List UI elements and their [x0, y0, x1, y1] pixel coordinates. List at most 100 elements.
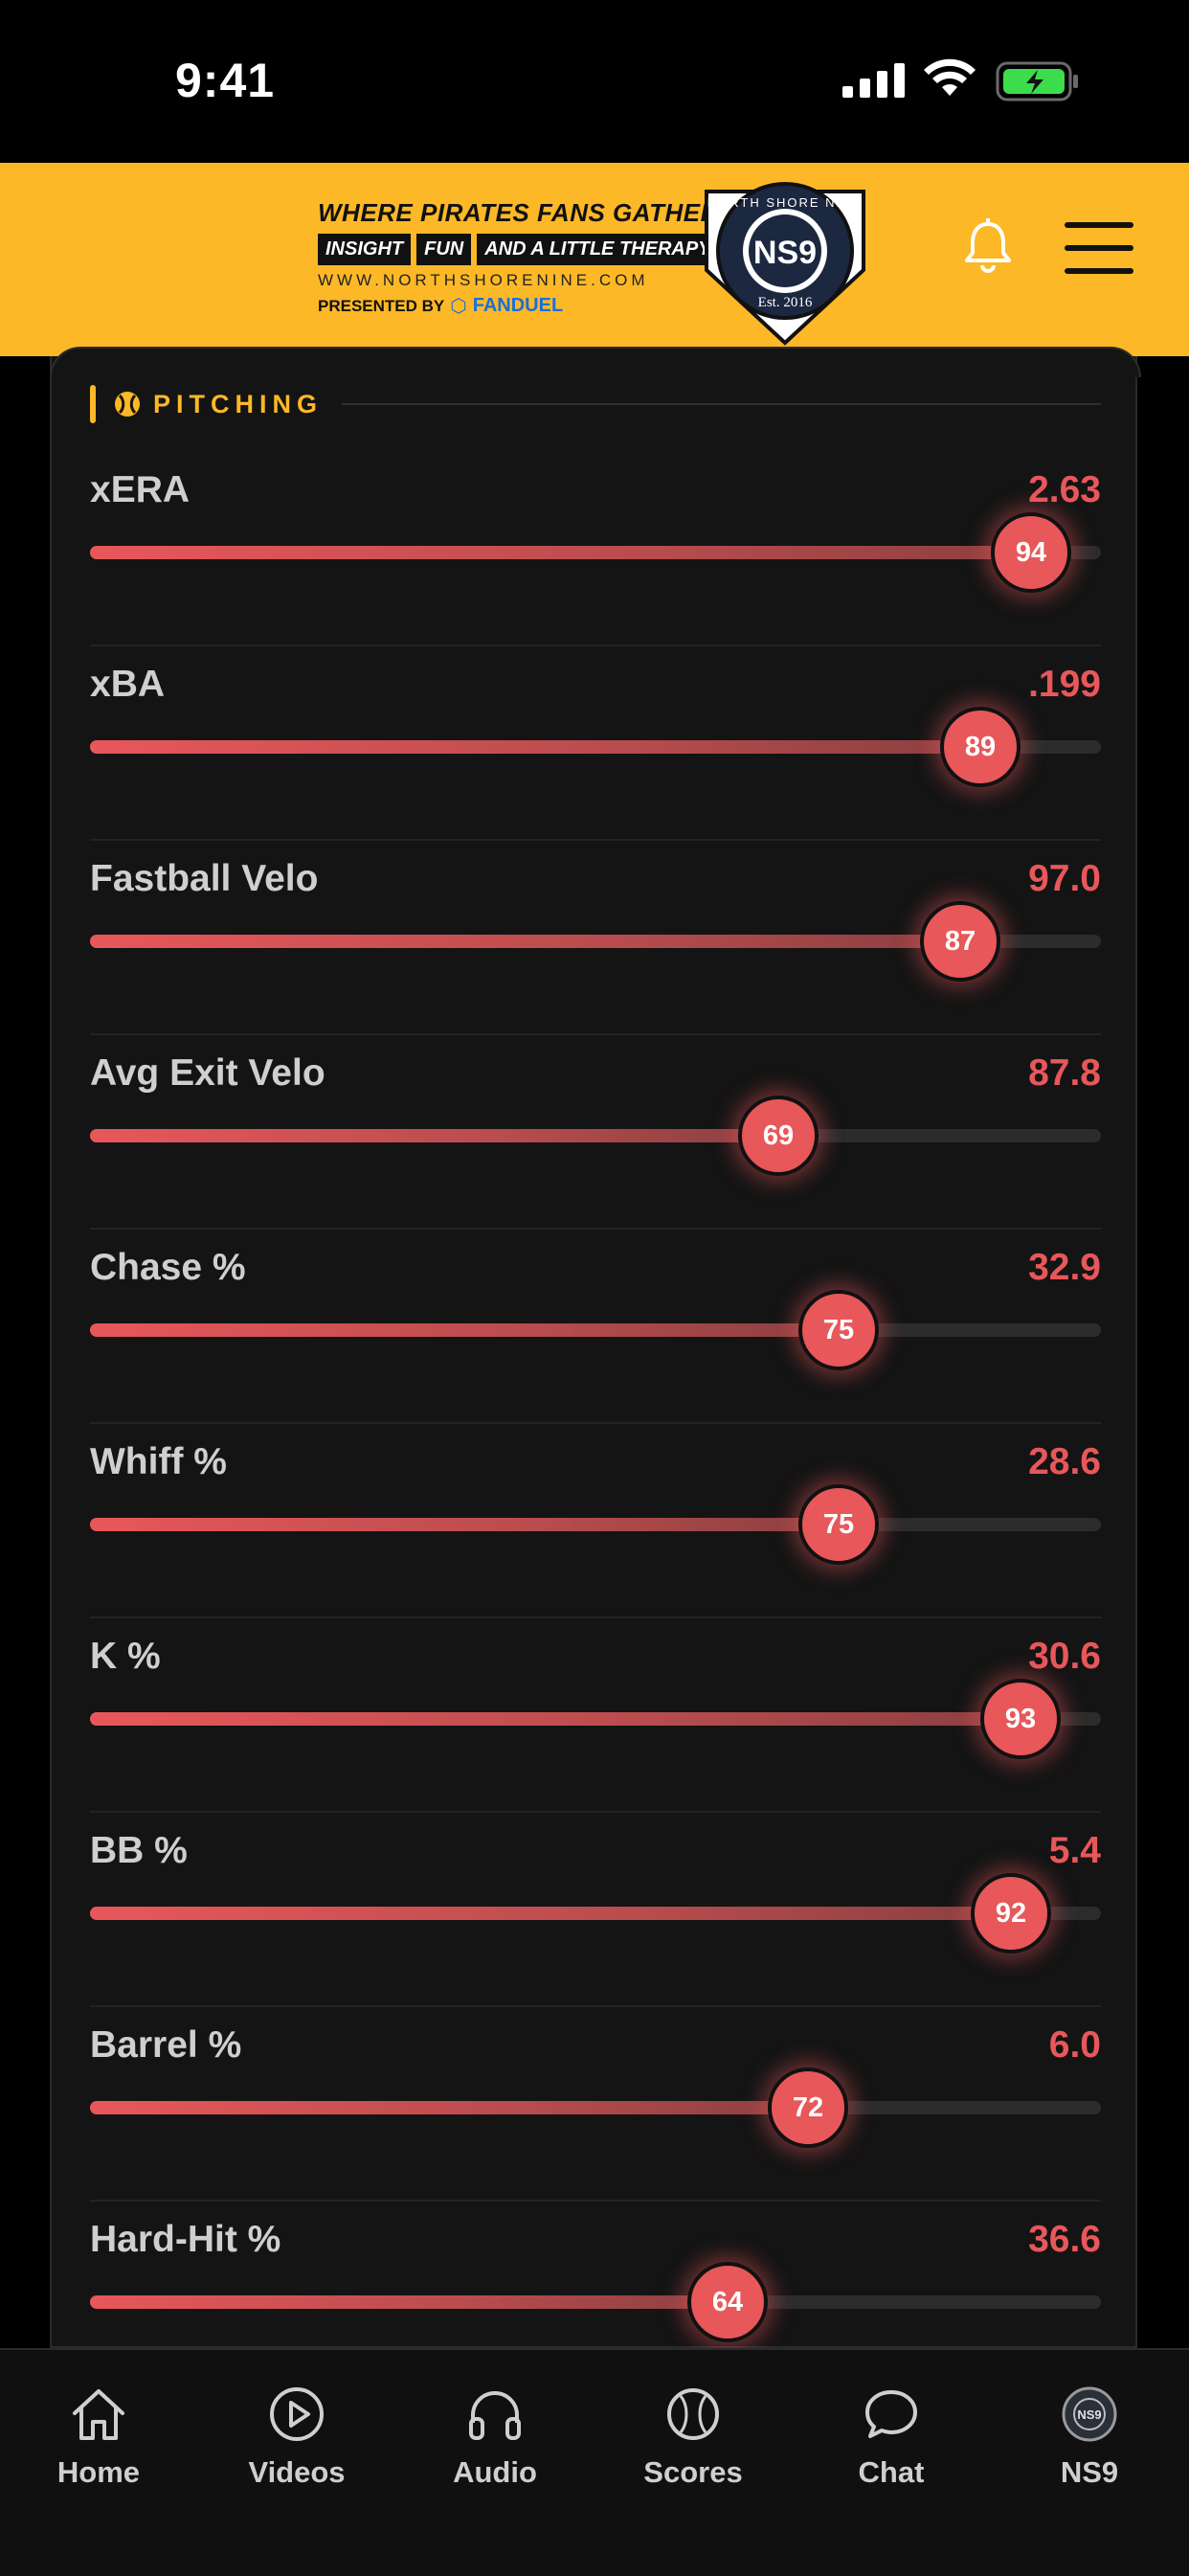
chat-icon — [865, 2390, 917, 2438]
stat-row: Hard-Hit % 36.6 64 — [90, 2202, 1101, 2396]
percentile-fill — [90, 1323, 839, 1337]
row-divider — [90, 839, 1101, 841]
percentile-fill — [90, 740, 980, 754]
ns9-logo-icon: NS9 — [1062, 2386, 1117, 2442]
stat-value: 2.63 — [1028, 469, 1101, 510]
stat-row: BB % 5.4 92 — [90, 1813, 1101, 2007]
stat-label: xBA — [90, 664, 166, 705]
percentile-badge[interactable]: 94 — [991, 512, 1071, 593]
percentile-badge[interactable]: 75 — [798, 1484, 879, 1565]
stat-value: 32.9 — [1028, 1247, 1101, 1288]
percentile-fill — [90, 546, 1031, 559]
stat-label: BB % — [90, 1830, 188, 1871]
percentile-badge[interactable]: 92 — [971, 1873, 1051, 1954]
brand-logo[interactable]: WHERE PIRATES FANS GATHER FOR INSIGHT FU… — [318, 198, 780, 318]
section-title: PITCHING — [153, 389, 324, 418]
row-divider — [90, 1033, 1101, 1035]
stat-value: 6.0 — [1048, 2024, 1101, 2066]
brand-pill-fun: FUN — [416, 234, 472, 265]
percentile-badge[interactable]: 89 — [940, 707, 1021, 787]
cellular-signal-icon — [842, 63, 905, 98]
brand-pill-therapy: AND A LITTLE THERAPY — [477, 234, 719, 265]
row-divider — [90, 644, 1101, 646]
stat-value: 30.6 — [1028, 1636, 1101, 1677]
pitching-card: PITCHING xERA 2.63 94 xBA .199 89 Fastball Vel… — [50, 347, 1141, 2348]
stat-label: Avg Exit Velo — [90, 1052, 325, 1094]
percentile-fill — [90, 1129, 778, 1142]
stat-label: xERA — [90, 469, 191, 510]
hamburger-menu-icon[interactable] — [1065, 222, 1133, 291]
tab-videos[interactable]: Videos — [201, 2381, 393, 2490]
stat-label: Chase % — [90, 1247, 246, 1288]
ns9-badge-logo[interactable]: NS9 NORTH SHORE NINE Est. 2016 — [699, 174, 871, 347]
row-divider — [90, 1616, 1101, 1618]
stat-value: 36.6 — [1028, 2219, 1101, 2260]
percentile-track — [90, 935, 1101, 948]
ns9-logo-text: NS9 — [1077, 2407, 1101, 2422]
baseball-section-icon — [115, 392, 140, 417]
percentile-track — [90, 1323, 1101, 1337]
battery-charging-icon — [996, 61, 1078, 102]
percentile-fill — [90, 1907, 1011, 1920]
tab-home-label: Home — [56, 2455, 141, 2489]
percentile-track — [90, 1129, 1101, 1142]
percentile-badge[interactable]: 87 — [920, 901, 1000, 982]
stat-label: Fastball Velo — [90, 858, 319, 899]
stat-value: 5.4 — [1048, 1830, 1101, 1871]
tab-ns9-label: NS9 — [1060, 2455, 1119, 2489]
percentile-badge[interactable]: 69 — [738, 1096, 819, 1176]
tab-audio-label: Audio — [453, 2455, 537, 2489]
percentile-fill — [90, 1712, 1021, 1726]
tab-chat-label: Chat — [858, 2455, 925, 2489]
percentile-fill — [90, 2295, 728, 2309]
stat-label: K % — [90, 1636, 161, 1677]
stat-label: Whiff % — [90, 1441, 227, 1482]
tab-audio[interactable]: Audio — [399, 2381, 591, 2490]
bell-icon[interactable] — [963, 218, 1013, 274]
stat-value: 87.8 — [1028, 1052, 1101, 1094]
badge-abbr: NS9 — [753, 235, 817, 271]
stat-value: .199 — [1028, 664, 1101, 705]
percentile-badge[interactable]: 93 — [980, 1679, 1061, 1759]
stat-value: 28.6 — [1028, 1441, 1101, 1482]
percentile-badge[interactable]: 72 — [768, 2068, 848, 2148]
brand-tagline: WHERE PIRATES FANS GATHER FOR — [318, 198, 780, 227]
row-divider — [90, 1422, 1101, 1424]
play-icon — [270, 2387, 324, 2441]
stat-row: xBA .199 89 — [90, 646, 1101, 841]
sponsor-name: FANDUEL — [472, 295, 564, 316]
stat-row: Fastball Velo 97.0 87 — [90, 841, 1101, 1035]
percentile-badge[interactable]: 75 — [798, 1290, 879, 1370]
baseball-icon — [667, 2388, 719, 2440]
status-bar: 9:41 — [0, 0, 1189, 163]
tab-scores-label: Scores — [643, 2455, 743, 2489]
badge-ring-text: NORTH SHORE NINE — [707, 195, 864, 210]
percentile-track — [90, 2101, 1101, 2114]
stat-row: K % 30.6 93 — [90, 1618, 1101, 1813]
tab-scores[interactable]: Scores — [597, 2381, 789, 2490]
brand-presented-by: PRESENTED BY ⬡ FANDUEL — [318, 294, 691, 318]
stat-row: Avg Exit Velo 87.8 69 — [90, 1035, 1101, 1230]
wifi-icon — [924, 58, 976, 96]
percentile-fill — [90, 935, 960, 948]
headphones-icon — [469, 2391, 521, 2440]
tab-ns9[interactable]: NS9 NS9 — [994, 2381, 1185, 2490]
status-time: 9:41 — [175, 54, 276, 107]
tab-chat[interactable]: Chat — [796, 2381, 987, 2490]
stat-label: Hard-Hit % — [90, 2219, 281, 2260]
percentile-badge[interactable]: 64 — [687, 2262, 768, 2342]
tab-videos-label: Videos — [248, 2455, 346, 2489]
stat-row: Whiff % 28.6 75 — [90, 1424, 1101, 1618]
stat-row: Chase % 32.9 75 — [90, 1230, 1101, 1424]
row-divider — [90, 2200, 1101, 2202]
tab-home[interactable]: Home — [3, 2381, 194, 2490]
percentile-fill — [90, 2101, 808, 2114]
row-divider — [90, 1228, 1101, 1230]
badge-est: Est. 2016 — [758, 295, 813, 310]
brand-pill-insight: INSIGHT — [318, 234, 412, 265]
stat-label: Barrel % — [90, 2024, 242, 2066]
stat-row: Barrel % 6.0 72 — [90, 2007, 1101, 2202]
home-icon — [73, 2389, 124, 2440]
percentile-fill — [90, 1518, 839, 1531]
stat-value: 97.0 — [1028, 858, 1101, 899]
